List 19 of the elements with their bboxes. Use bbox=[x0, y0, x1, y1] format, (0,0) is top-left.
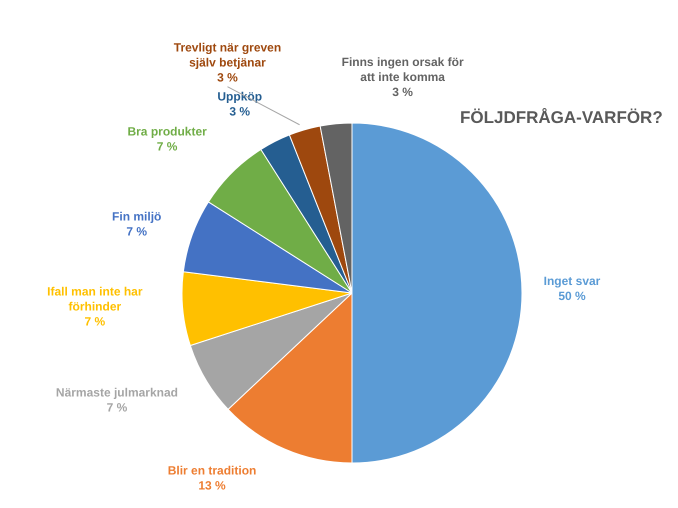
slice-label: Fin miljö bbox=[112, 210, 162, 224]
slice-label: Uppköp bbox=[217, 90, 262, 104]
slice-label: Inget svar bbox=[544, 274, 601, 288]
data-label: 50 % bbox=[558, 289, 586, 303]
data-label: 7 % bbox=[126, 224, 148, 239]
data-label: 7 % bbox=[106, 400, 128, 415]
data-label: 3 % bbox=[392, 84, 414, 99]
text: FÖLJDFRÅGA-VARFÖR? bbox=[460, 108, 663, 128]
slice-label: Bra produkter bbox=[127, 124, 208, 139]
data-label: 7 % bbox=[156, 140, 178, 154]
data-label: 3 % bbox=[217, 70, 238, 85]
slice-label: Närmaste julmarknad bbox=[56, 386, 178, 400]
slice-label: Ifall man inte har förhinder bbox=[47, 284, 143, 314]
data-label: 7 % bbox=[84, 314, 106, 328]
slice-label: Finns ingen orsak för att inte komma bbox=[342, 54, 464, 84]
slice-label: Trevligt när greven själv betjänar bbox=[174, 40, 282, 70]
data-label: 3 % bbox=[229, 104, 250, 119]
data-label: 13 % bbox=[198, 478, 226, 492]
slice-label: Blir en tradition bbox=[168, 463, 256, 478]
